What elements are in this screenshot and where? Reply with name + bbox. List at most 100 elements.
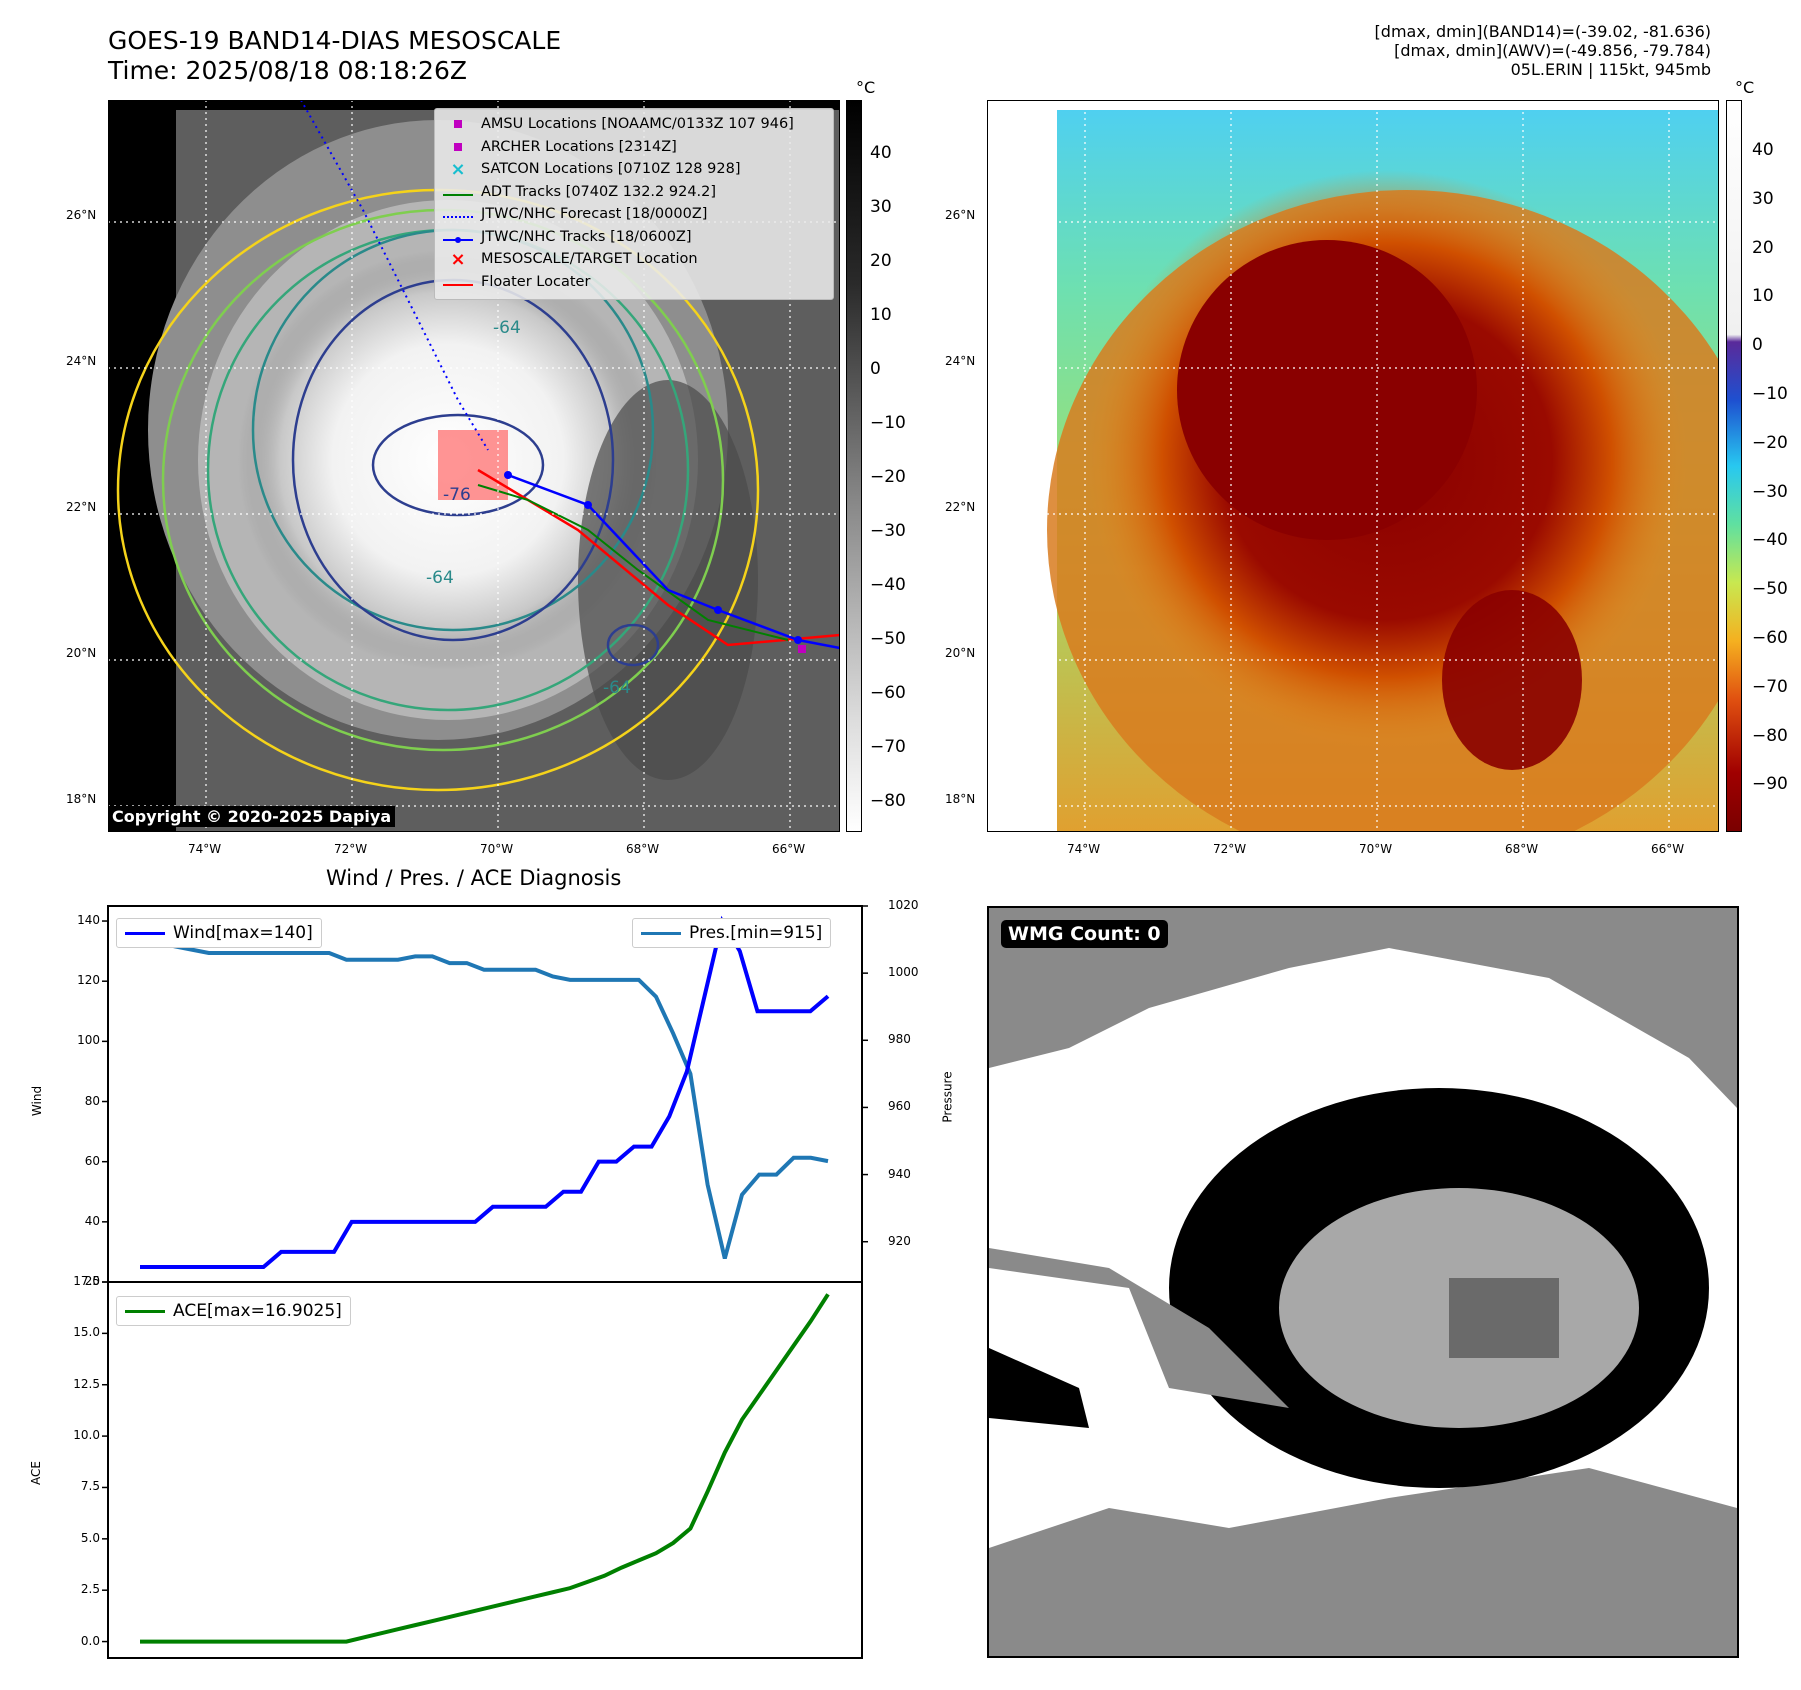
lat-label: 24°N [945, 354, 976, 368]
legend-symbol: × [450, 248, 466, 270]
contour-island [606, 623, 660, 667]
colorbar-tick: 20 [1752, 237, 1774, 258]
wind-legend-label: Wind[max=140] [173, 923, 313, 943]
legend-item: Floater Locater [441, 271, 827, 294]
lat-label: 26°N [945, 208, 976, 222]
ace-tick: 5.0 [80, 1530, 100, 1545]
wind-tick: 140 [77, 913, 100, 928]
lat-label: 22°N [66, 500, 97, 514]
lon-label: 70°W [1359, 842, 1393, 856]
wmg-panel: WMG Count: 0 [987, 906, 1739, 1658]
legend-symbol: × [450, 158, 466, 180]
title-line-1: GOES-19 BAND14-DIAS MESOSCALE [108, 26, 562, 55]
legend-label: ARCHER Locations [2314Z] [481, 138, 677, 155]
ir-legend: AMSU Locations [NOAAMC/0133Z 107 946] ARC… [434, 108, 834, 300]
contour-label: -64 [426, 568, 454, 588]
lon-label: 68°W [1505, 842, 1539, 856]
amsu-marker [798, 645, 806, 653]
colorbar-tick: −80 [870, 791, 906, 811]
lat-label: 20°N [945, 646, 976, 660]
wind-tick: 120 [77, 973, 100, 988]
wmg-map [989, 948, 1737, 1656]
legend-symbol [441, 206, 475, 222]
pressure-legend-label: Pres.[min=915] [689, 923, 823, 943]
wind-tick: 40 [84, 1213, 100, 1228]
awv-map [986, 99, 1767, 870]
track-point [584, 501, 592, 509]
ace-tick: 0.0 [80, 1633, 100, 1648]
colorbar-tick: 20 [870, 251, 892, 271]
colorbar-tick: 30 [870, 197, 892, 217]
lon-label: 72°W [334, 842, 368, 856]
ace-legend-line [125, 1309, 165, 1313]
colorbar-tick: −40 [1752, 530, 1788, 551]
pressure-tick: 920 [888, 1233, 911, 1248]
lat-label: 22°N [945, 500, 976, 514]
pressure-axis-label: Pressure [940, 1071, 955, 1123]
lon-label: 74°W [188, 842, 222, 856]
wind-tick: 60 [84, 1153, 100, 1168]
pressure-line [140, 927, 829, 1260]
wind-tick: 100 [77, 1033, 100, 1048]
legend-symbol [441, 139, 475, 155]
lon-label: 74°W [1067, 842, 1101, 856]
awv-panel [986, 99, 1767, 870]
ace-tick: 10.0 [73, 1428, 100, 1443]
lon-label: 68°W [626, 842, 660, 856]
ir-colorbar-unit: °C [856, 78, 876, 97]
awv-colorbar-unit: °C [1735, 78, 1755, 97]
diag-title: Wind / Pres. / ACE Diagnosis [326, 866, 622, 890]
colorbar-tick: 10 [870, 305, 892, 325]
best-track [507, 473, 841, 650]
ace-axis-label: ACE [28, 1461, 43, 1485]
legend-symbol [441, 229, 475, 245]
wind-legend: Wind[max=140] [116, 918, 322, 948]
colorbar-tick: −40 [870, 575, 906, 595]
pressure-tick: 1000 [888, 965, 919, 980]
lon-label: 66°W [1651, 842, 1685, 856]
track-point [794, 636, 802, 644]
pressure-legend: Pres.[min=915] [632, 918, 832, 948]
colorbar-tick: −50 [1752, 579, 1788, 600]
ace-line [140, 1293, 830, 1644]
lon-label: 70°W [480, 842, 514, 856]
contour-inner [371, 413, 545, 517]
title-line-2: Time: 2025/08/18 08:18:26Z [108, 56, 467, 85]
contour-label: -76 [443, 485, 471, 505]
colorbar-tick: −70 [870, 737, 906, 757]
colorbar-tick: −60 [870, 683, 906, 703]
info-line-2: [dmax, dmin](AWV)=(-49.856, -79.784) [1394, 41, 1711, 60]
ace-tick: 12.5 [73, 1376, 100, 1391]
colorbar-tick: 40 [870, 143, 892, 163]
legend-label: JTWC/NHC Forecast [18/0000Z] [481, 206, 708, 223]
lon-label: 66°W [772, 842, 806, 856]
forecast-track [300, 99, 489, 451]
colorbar-tick: −70 [1752, 676, 1788, 697]
ace-legend-label: ACE[max=16.9025] [173, 1301, 342, 1321]
info-line-1: [dmax, dmin](BAND14)=(-39.02, -81.636) [1374, 22, 1711, 41]
ir-map [107, 99, 841, 833]
legend-item: ARCHER Locations [2314Z] [441, 136, 827, 159]
legend-label: AMSU Locations [NOAAMC/0133Z 107 946] [481, 116, 794, 133]
legend-label: ADT Tracks [0740Z 132.2 924.2] [481, 183, 717, 200]
wind-tick: 80 [84, 1093, 100, 1108]
ir-panel: -64 -76 -64 -64 AMSU Locations [NOAAMC/0… [107, 99, 841, 833]
contour-label: -64 [603, 678, 631, 698]
pressure-tick: 960 [888, 1099, 911, 1114]
track-point [504, 471, 512, 479]
pressure-legend-line [641, 931, 681, 935]
ace-axes-frame [107, 1281, 863, 1659]
ir-colorbar [846, 100, 862, 832]
colorbar-tick: −20 [870, 467, 906, 487]
lat-label: 24°N [66, 354, 97, 368]
legend-item: × MESOSCALE/TARGET Location [441, 248, 827, 271]
wind-tick: 20 [84, 1274, 100, 1288]
pressure-tick: 940 [888, 1166, 911, 1181]
colorbar-tick: 10 [1752, 286, 1774, 307]
figure-title: GOES-19 BAND14-DIAS MESOSCALE Time: 2025… [108, 26, 561, 86]
copyright-label: Copyright © 2020-2025 Dapiya [108, 806, 396, 827]
colorbar-tick: −30 [870, 521, 906, 541]
floater-track [477, 468, 841, 647]
ace-tick: 7.5 [80, 1479, 100, 1494]
